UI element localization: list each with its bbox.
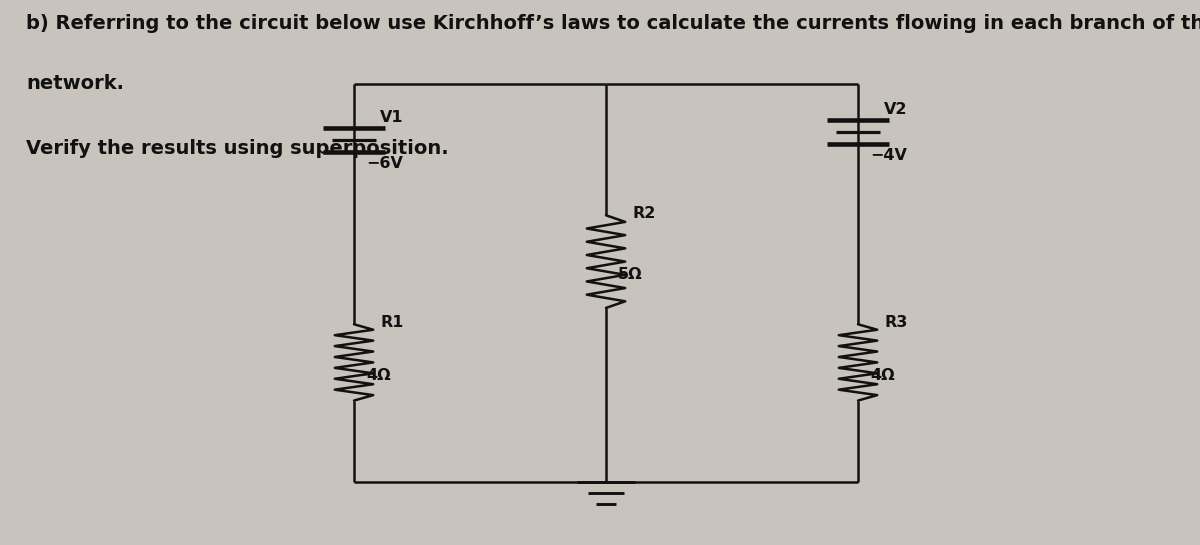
Text: R1: R1	[380, 314, 403, 330]
Text: 5Ω: 5Ω	[618, 267, 643, 282]
Text: R2: R2	[632, 205, 655, 221]
Text: −6V: −6V	[366, 156, 403, 172]
Text: V1: V1	[380, 110, 404, 125]
Text: network.: network.	[26, 74, 125, 93]
Text: 4Ω: 4Ω	[870, 368, 895, 383]
Text: b) Referring to the circuit below use Kirchhoff’s laws to calculate the currents: b) Referring to the circuit below use Ki…	[26, 14, 1200, 33]
Text: −4V: −4V	[870, 148, 907, 164]
Text: 4Ω: 4Ω	[366, 368, 391, 383]
Text: R3: R3	[884, 314, 907, 330]
Text: V2: V2	[884, 102, 908, 117]
Text: Verify the results using superposition.: Verify the results using superposition.	[26, 139, 449, 158]
